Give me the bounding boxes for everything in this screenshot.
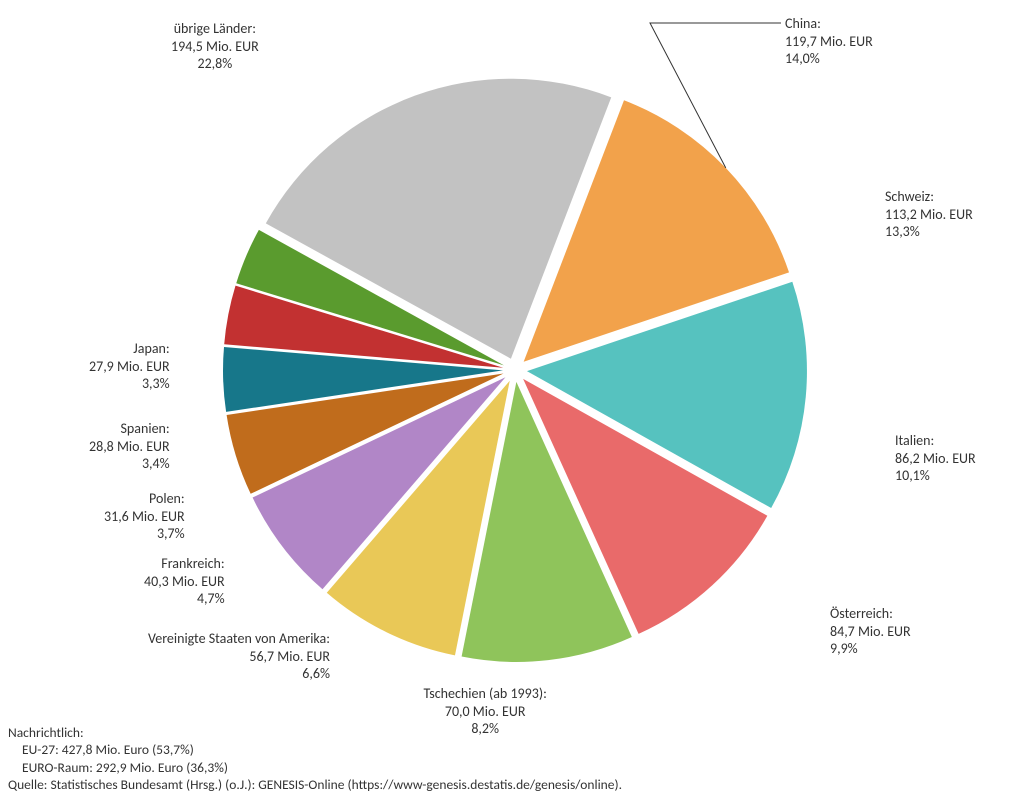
slice-label-value: 86,2 Mio. EUR [895,450,976,468]
slice-label-name: Österreich: [830,605,911,623]
slice-label-pct: 14,0% [785,50,873,68]
slice-label-name: Vereinigte Staaten von Amerika: [148,630,330,648]
slice-label-value: 70,0 Mio. EUR [424,703,547,721]
slice-label: Österreich:84,7 Mio. EUR9,9% [830,605,911,658]
slice-label: Japan:27,9 Mio. EUR3,3% [89,340,170,393]
slice-label-value: 31,6 Mio. EUR [104,508,185,526]
footer-line-eu27: EU-27: 427,8 Mio. Euro (53,7%) [8,741,622,759]
slice-label-name: übrige Länder: [171,20,259,38]
slice-label: China:119,7 Mio. EUR14,0% [785,15,873,68]
slice-label-value: 27,9 Mio. EUR [89,358,170,376]
slice-label-name: Japan: [89,340,170,358]
slice-label-value: 194,5 Mio. EUR [171,38,259,56]
slice-label-name: Spanien: [89,420,170,438]
slice-label-pct: 3,3% [89,375,170,393]
slice-label-value: 119,7 Mio. EUR [785,33,873,51]
slice-label-pct: 13,3% [885,223,973,241]
slice-label-value: 56,7 Mio. EUR [148,648,330,666]
slice-label: Schweiz:113,2 Mio. EUR13,3% [885,188,973,241]
pie-chart-container: Nachrichtlich: EU-27: 427,8 Mio. Euro (5… [0,0,1031,800]
slice-label-pct: 3,4% [89,455,170,473]
slice-label: Spanien:28,8 Mio. EUR3,4% [89,420,170,473]
slice-label-pct: 6,6% [148,665,330,683]
slice-label: Tschechien (ab 1993):70,0 Mio. EUR8,2% [424,685,547,738]
slice-label-name: Italien: [895,432,976,450]
slice-label-pct: 9,9% [830,640,911,658]
slice-label-value: 28,8 Mio. EUR [89,438,170,456]
slice-label-pct: 10,1% [895,467,976,485]
slice-label-pct: 4,7% [144,590,225,608]
slice-label-value: 40,3 Mio. EUR [144,573,225,591]
slice-label: Polen:31,6 Mio. EUR3,7% [104,490,185,543]
footer-source: Quelle: Statistisches Bundesamt (Hrsg.) … [8,776,622,794]
slice-label: übrige Länder:194,5 Mio. EUR22,8% [171,20,259,73]
slice-label-value: 113,2 Mio. EUR [885,206,973,224]
slice-label-name: Polen: [104,490,185,508]
slice-label-pct: 22,8% [171,55,259,73]
slice-label-name: Tschechien (ab 1993): [424,685,547,703]
slice-label-name: Frankreich: [144,555,225,573]
slice-label-name: China: [785,15,873,33]
slice-label: Frankreich:40,3 Mio. EUR4,7% [144,555,225,608]
slice-label-pct: 3,7% [104,525,185,543]
slice-label: Vereinigte Staaten von Amerika:56,7 Mio.… [148,630,330,683]
slice-label: Italien:86,2 Mio. EUR10,1% [895,432,976,485]
slice-label-pct: 8,2% [424,720,547,738]
slice-label-value: 84,7 Mio. EUR [830,623,911,641]
slice-label-name: Schweiz: [885,188,973,206]
footer-line-euro: EURO-Raum: 292,9 Mio. Euro (36,3%) [8,759,622,777]
